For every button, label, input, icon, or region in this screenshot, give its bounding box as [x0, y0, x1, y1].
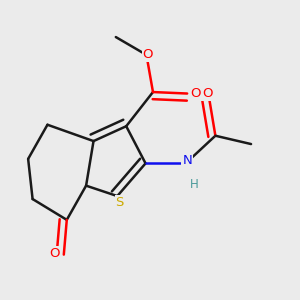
Text: O: O	[143, 48, 153, 62]
Text: H: H	[190, 178, 199, 191]
Text: O: O	[202, 87, 212, 100]
Text: S: S	[116, 196, 124, 209]
Text: N: N	[182, 154, 192, 167]
Text: O: O	[190, 87, 201, 100]
Text: O: O	[50, 247, 60, 260]
